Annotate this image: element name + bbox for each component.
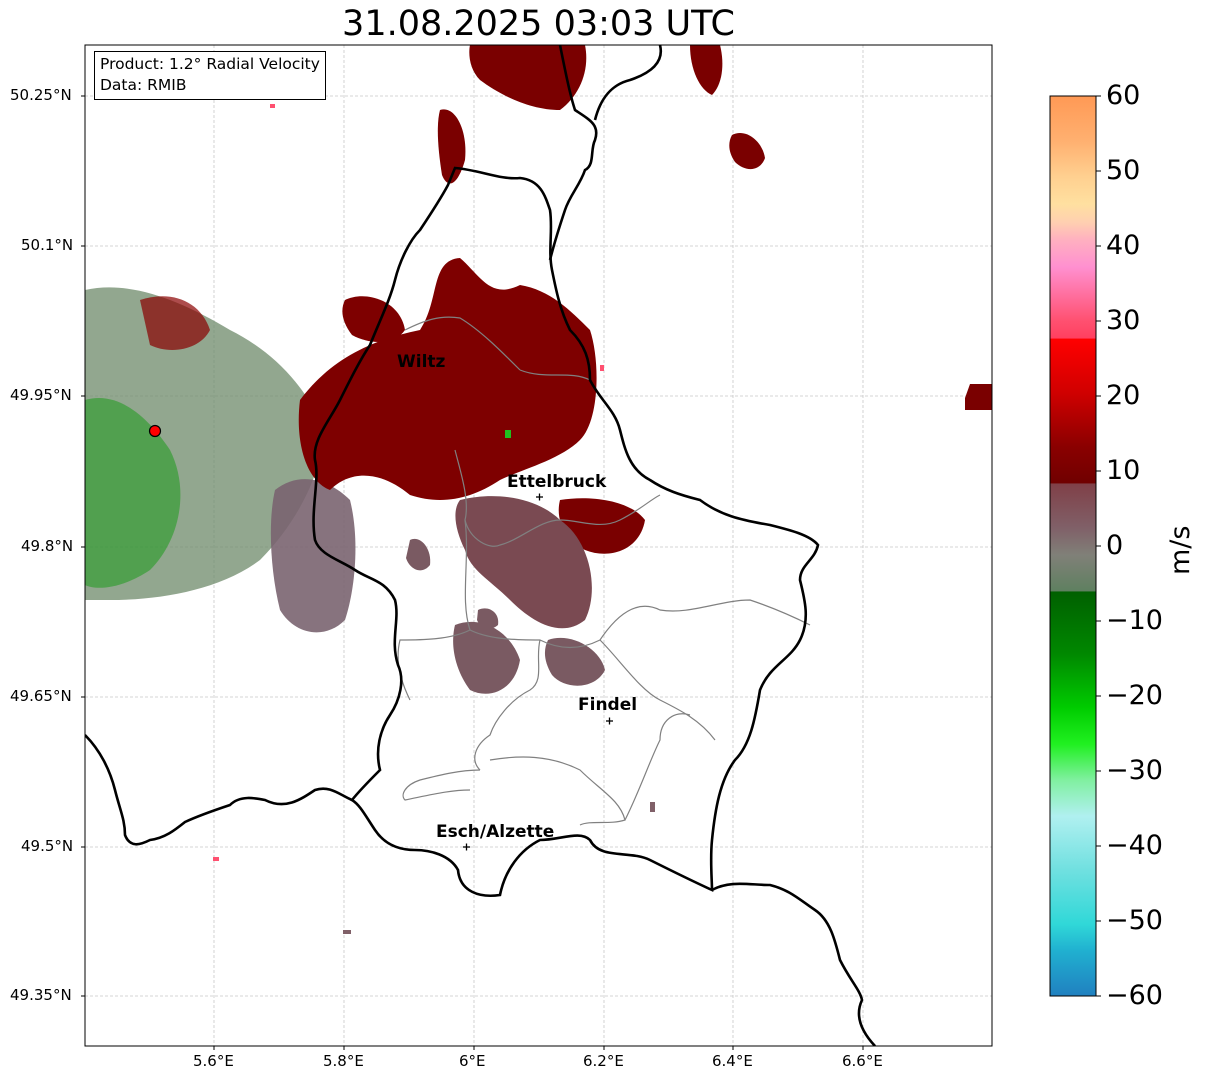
echo-pixel (343, 930, 351, 934)
city-label-findel: Findel (578, 695, 638, 715)
echo-mauve-small (406, 538, 431, 571)
colorbar-ticks (1096, 95, 1101, 997)
lat-label: 49.8°N (21, 537, 74, 555)
canton-borders (397, 316, 811, 826)
city-markers (463, 493, 613, 851)
echo-pixel (505, 430, 511, 438)
map-title: 31.08.2025 03:03 UTC (342, 4, 735, 44)
echo-mauve-west (270, 479, 356, 633)
city-label-wiltz: Wiltz (397, 352, 446, 372)
lat-label: 49.5°N (21, 837, 74, 855)
echo-east-cell (558, 498, 645, 554)
axis-ticks (81, 95, 864, 1050)
echo-ne-blob (729, 132, 765, 170)
echo-pixel (600, 365, 604, 371)
radar-near-field-green (85, 398, 181, 588)
colorbar-tick-label: −20 (1106, 680, 1163, 711)
echo-mauve-small-2 (477, 608, 499, 629)
city-label-esch: Esch/Alzette (436, 822, 555, 842)
lat-label: 49.95°N (10, 386, 72, 404)
echo-mauve-south (453, 621, 520, 694)
echo-pixel (213, 857, 219, 861)
colorbar-tick-label: 30 (1106, 305, 1141, 336)
radar-echoes (85, 45, 992, 934)
colorbar-tick-label: −30 (1106, 755, 1163, 786)
map-border (84, 44, 993, 1047)
colorbar-tick-label: −40 (1106, 830, 1163, 861)
info-box: Product: 1.2° Radial Velocity Data: RMIB (94, 51, 326, 100)
lon-label: 5.6°E (193, 1052, 234, 1070)
colorbar-tick-label: −10 (1106, 605, 1163, 636)
colorbar-tick-label: 60 (1106, 80, 1141, 111)
country-borders (85, 45, 876, 1046)
lon-label: 6.2°E (583, 1052, 624, 1070)
lon-label: 6.4°E (712, 1052, 753, 1070)
echo-north-cell (469, 45, 587, 110)
colorbar-tick-label: 20 (1106, 380, 1141, 411)
echo-north-strip (437, 109, 466, 184)
colorbar-tick-label: 50 (1106, 155, 1141, 186)
lat-label: 49.65°N (10, 687, 72, 705)
colorbar (1050, 96, 1096, 996)
echo-wiltz-cell (342, 296, 405, 342)
echo-pixel (650, 802, 655, 812)
echo-ne-strip (690, 45, 723, 95)
echo-pixel (270, 104, 275, 108)
colorbar-tick-label: −50 (1106, 905, 1163, 936)
city-label-ettelbruck: Ettelbruck (507, 472, 607, 492)
colorbar-unit-label: m/s (1165, 525, 1196, 575)
lon-label: 6°E (459, 1052, 486, 1070)
colorbar-tick-label: 0 (1106, 530, 1124, 561)
colorbar-tick-label: −60 (1106, 980, 1163, 1011)
radar-site-marker (148, 424, 162, 438)
data-source-label: Data: RMIB (100, 76, 187, 94)
echo-far-east (965, 384, 992, 410)
echo-mauve-central (455, 496, 592, 629)
lon-label: 6.6°E (842, 1052, 883, 1070)
lon-label: 5.8°E (323, 1052, 364, 1070)
lat-label: 49.35°N (10, 986, 72, 1004)
colorbar-tick-label: 10 (1106, 455, 1141, 486)
product-label: Product: 1.2° Radial Velocity (100, 55, 320, 73)
lat-label: 50.25°N (10, 86, 72, 104)
echo-dark-red (140, 296, 210, 350)
colorbar-tick-label: 40 (1106, 230, 1141, 261)
echo-main-band (298, 258, 597, 500)
echo-mauve-findel (544, 637, 605, 686)
lat-label: 50.1°N (21, 236, 74, 254)
